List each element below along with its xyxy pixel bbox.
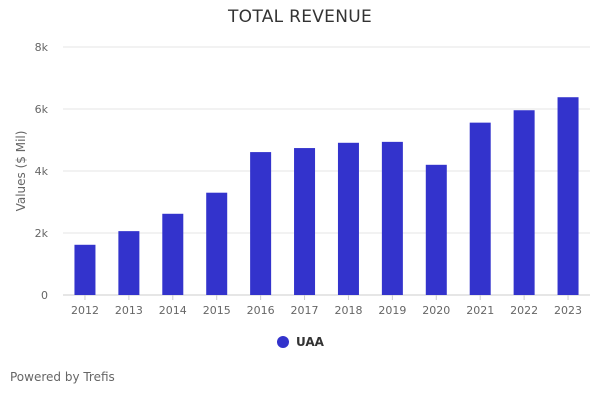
x-tick-label-2014: 2014 <box>159 304 187 317</box>
y-tick-label: 6k <box>35 103 49 116</box>
x-tick-label-2023: 2023 <box>554 304 582 317</box>
x-tick-label-2021: 2021 <box>466 304 494 317</box>
y-tick-label: 2k <box>35 227 49 240</box>
y-tick-label: 4k <box>35 165 49 178</box>
x-tick-label-2012: 2012 <box>71 304 99 317</box>
x-tick-label-2013: 2013 <box>115 304 143 317</box>
x-tick-label-2017: 2017 <box>291 304 319 317</box>
bar-2019[interactable] <box>381 141 403 295</box>
chart-title: TOTAL REVENUE <box>227 7 373 27</box>
y-tick-label: 8k <box>35 41 49 54</box>
bar-2022[interactable] <box>513 110 535 296</box>
y-axis-title: Values ($ Mil) <box>14 131 28 212</box>
bar-2020[interactable] <box>425 164 447 295</box>
legend-marker-uaa <box>277 336 289 348</box>
bar-2015[interactable] <box>206 192 228 295</box>
bar-2018[interactable] <box>337 142 359 295</box>
bar-2023[interactable] <box>557 97 579 295</box>
y-tick-label: 0 <box>41 289 48 302</box>
bars <box>74 97 579 296</box>
x-tick-label-2015: 2015 <box>203 304 231 317</box>
bar-2017[interactable] <box>294 148 316 295</box>
tick-labels: 0 2k 4k 6k 8k Values ($ Mil) 2012 2013 2014 2015 2… <box>14 41 582 317</box>
legend[interactable]: UAA <box>277 334 324 350</box>
bar-2016[interactable] <box>250 152 272 295</box>
bar-2012[interactable] <box>74 244 96 295</box>
x-tick-label-2020: 2020 <box>422 304 450 317</box>
bar-2014[interactable] <box>162 213 184 295</box>
x-tick-label-2019: 2019 <box>378 304 406 317</box>
bar-2013[interactable] <box>118 231 140 295</box>
gridlines <box>63 46 590 234</box>
x-tick-label-2016: 2016 <box>247 304 275 317</box>
legend-label-uaa: UAA <box>296 335 324 349</box>
bar-2021[interactable] <box>469 122 491 295</box>
powered-by-footer: Powered by Trefis <box>10 370 115 384</box>
axes <box>63 294 590 300</box>
x-tick-label-2022: 2022 <box>510 304 538 317</box>
x-tick-label-2018: 2018 <box>334 304 362 317</box>
